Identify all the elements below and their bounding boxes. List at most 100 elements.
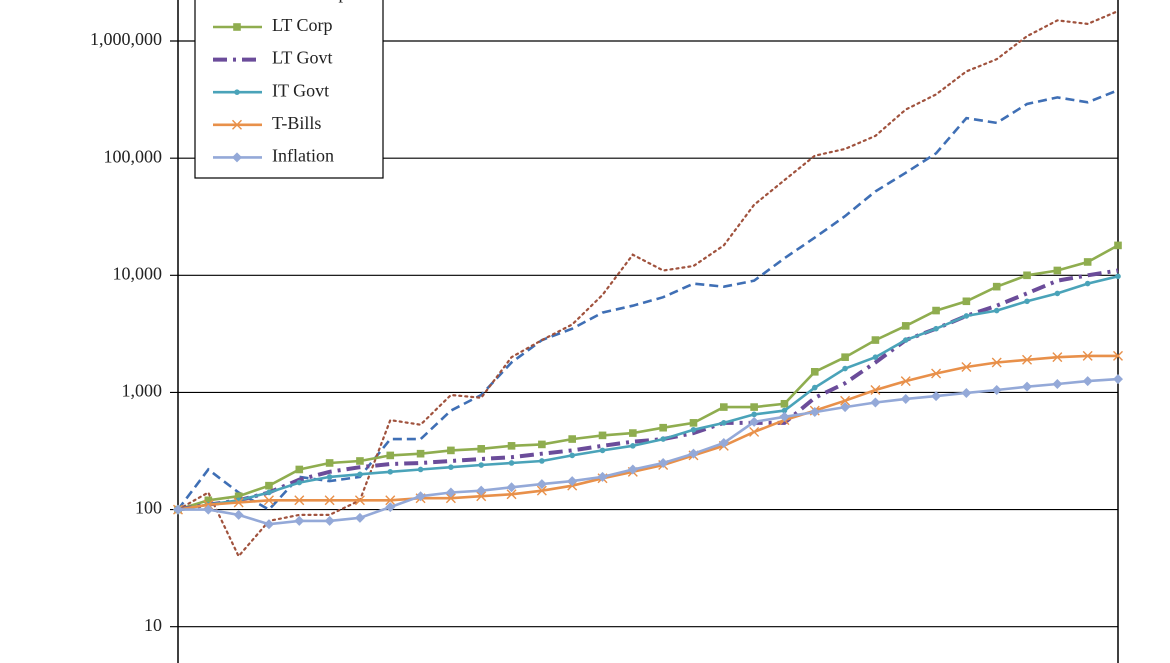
marker: [295, 465, 304, 474]
marker: [870, 397, 881, 408]
marker: [1022, 381, 1033, 392]
marker: [933, 325, 939, 332]
line: [176, 88, 1119, 512]
marker: [234, 492, 243, 501]
marker: [296, 479, 303, 486]
marker: [354, 512, 365, 523]
marker: [660, 436, 666, 442]
marker: [416, 449, 425, 458]
marker: [1053, 266, 1062, 275]
marker: [659, 423, 667, 432]
y-tick-label: 1,000: [122, 381, 163, 401]
marker: [536, 485, 547, 496]
marker: [689, 419, 698, 427]
line: [177, 244, 1119, 511]
marker: [539, 458, 545, 464]
marker: [780, 399, 789, 408]
marker: [1114, 241, 1122, 250]
y-tick-label: 1,000,000: [90, 29, 162, 49]
line: [177, 268, 1119, 512]
marker: [809, 407, 820, 418]
y-tick-label: 10: [144, 615, 162, 635]
marker: [991, 357, 1002, 368]
marker: [568, 435, 576, 443]
marker: [961, 361, 972, 372]
marker: [233, 23, 241, 31]
marker: [447, 446, 455, 455]
marker: [538, 440, 546, 449]
legend-label: LT Corp: [272, 15, 333, 35]
y-tick-label: 100,000: [104, 146, 163, 166]
marker: [386, 451, 395, 460]
marker: [900, 393, 911, 404]
marker: [627, 464, 638, 475]
marker: [750, 403, 758, 411]
marker: [598, 431, 607, 440]
marker: [1023, 271, 1031, 280]
legend-label: T-Bills: [272, 113, 321, 133]
marker: [387, 469, 394, 475]
marker: [476, 485, 487, 496]
marker: [1083, 258, 1092, 266]
series: [174, 241, 1122, 514]
legend-label: LT Govt: [272, 48, 333, 68]
marker: [354, 495, 365, 506]
marker: [599, 447, 606, 454]
marker: [445, 487, 456, 498]
marker: [324, 515, 335, 526]
marker: [569, 452, 575, 459]
marker: [448, 464, 454, 471]
legend: Small Caps LT Corp LT Govt IT Govt T-Bills In…: [194, 0, 384, 179]
marker: [326, 474, 333, 480]
marker: [204, 496, 213, 505]
marker: [963, 313, 970, 319]
marker: [931, 391, 942, 402]
marker: [1052, 379, 1063, 390]
marker: [1022, 354, 1033, 365]
marker: [751, 411, 757, 418]
marker: [356, 457, 364, 465]
marker: [263, 519, 274, 530]
marker: [232, 152, 242, 163]
marker: [417, 466, 424, 473]
series: [176, 88, 1119, 512]
line: [176, 10, 1120, 559]
marker: [385, 502, 396, 513]
marker: [1113, 350, 1123, 361]
marker: [901, 322, 910, 330]
series: [176, 10, 1120, 559]
marker: [721, 420, 727, 426]
marker: [357, 471, 363, 478]
marker: [962, 297, 971, 306]
marker: [1082, 350, 1093, 361]
marker: [263, 495, 274, 506]
marker: [476, 491, 487, 502]
legend-label: Small Caps: [272, 0, 355, 3]
marker: [203, 504, 214, 515]
marker: [1113, 374, 1123, 385]
series: [177, 268, 1119, 512]
marker: [567, 476, 578, 487]
marker: [840, 402, 851, 413]
marker: [993, 307, 1000, 314]
marker: [232, 119, 242, 130]
series: [173, 350, 1123, 515]
y-tick-label: 10,000: [113, 263, 163, 283]
marker: [477, 445, 486, 453]
marker: [233, 497, 244, 508]
marker: [961, 387, 972, 398]
legend-label: Inflation: [272, 146, 334, 166]
marker: [325, 459, 334, 467]
marker: [840, 395, 851, 406]
marker: [630, 443, 636, 449]
marker: [597, 471, 608, 482]
marker: [871, 336, 880, 344]
marker: [688, 448, 699, 459]
marker: [508, 460, 515, 466]
marker: [992, 282, 1001, 291]
marker: [1054, 290, 1061, 297]
line: [177, 354, 1118, 511]
marker: [718, 438, 729, 449]
marker: [749, 416, 760, 427]
marker: [415, 491, 426, 502]
